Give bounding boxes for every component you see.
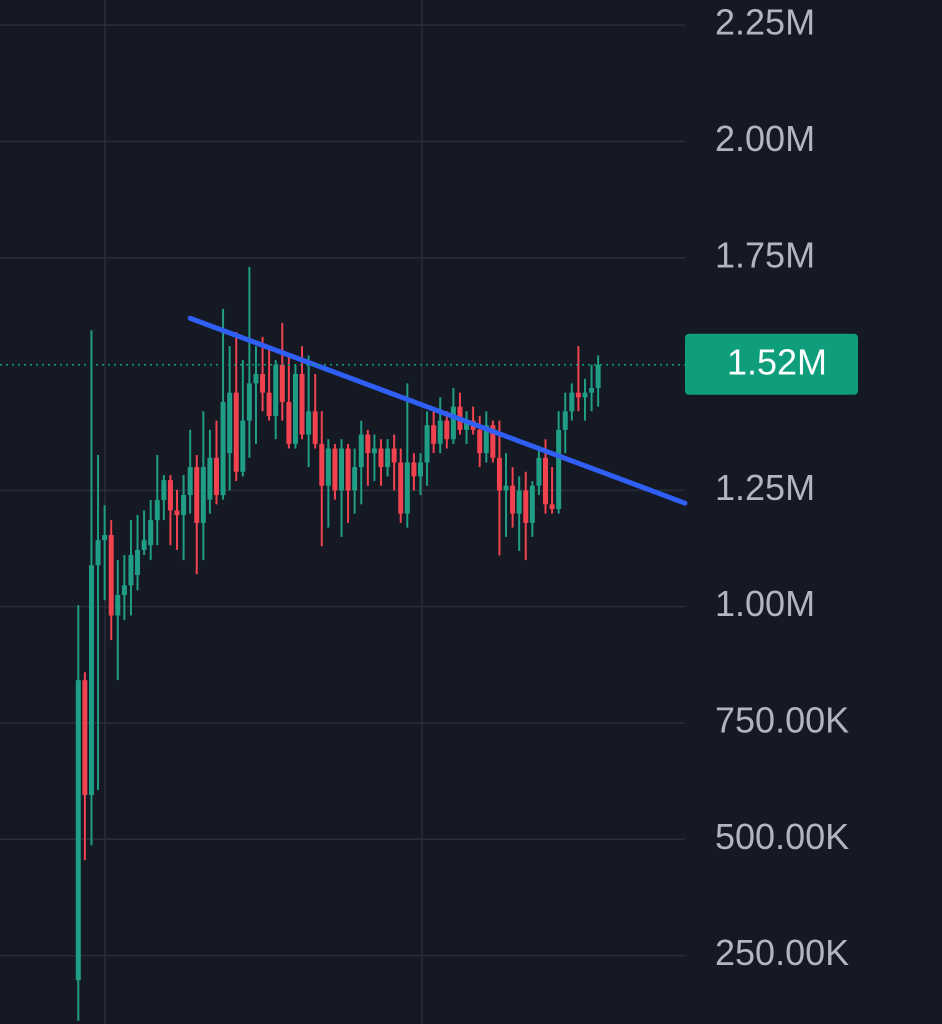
candle-body [477, 429, 483, 454]
candle-body [253, 374, 259, 384]
candle-body [556, 429, 562, 509]
candle-body [503, 485, 509, 491]
candle-body [135, 549, 141, 576]
candle-body [542, 457, 548, 505]
candle-body [292, 374, 298, 444]
candle-body [121, 585, 127, 596]
candle-body [516, 490, 522, 514]
candle-body [220, 401, 226, 496]
candle-body [246, 383, 252, 421]
last-price-box [685, 333, 858, 395]
y-tick-label: 250.00K [715, 932, 849, 973]
candle-body [279, 364, 285, 402]
candle-body [95, 540, 101, 566]
candle-body [88, 565, 94, 796]
candle-body [444, 420, 450, 440]
candle-body [536, 457, 542, 486]
y-tick-label: 1.25M [715, 467, 815, 508]
candle-body [200, 467, 206, 523]
candle-body [325, 448, 331, 486]
candle-body [187, 467, 193, 496]
candle-body [385, 448, 391, 468]
candle-body [260, 374, 266, 393]
candle-body [391, 448, 397, 463]
candle-body [404, 462, 410, 514]
candle-body [437, 420, 443, 444]
y-tick-label: 750.00K [715, 700, 849, 741]
candle-body [431, 425, 437, 444]
candle-body [128, 555, 134, 586]
candle-body [213, 457, 219, 496]
candle-body [161, 480, 167, 501]
candle-body [174, 510, 180, 516]
y-tick-label: 1.00M [715, 583, 815, 624]
candle-body [108, 535, 114, 616]
candle-body [490, 425, 496, 458]
candle-body [411, 462, 417, 477]
candle-body [319, 443, 325, 486]
y-tick-label: 500.00K [715, 816, 849, 857]
candle-body [266, 392, 272, 416]
candle-body [569, 392, 575, 412]
y-tick-label: 2.25M [715, 2, 815, 43]
candle-body [589, 388, 595, 393]
y-tick-label: 1.75M [715, 234, 815, 275]
last-price-label: 1.52M [727, 341, 827, 382]
candle-body [523, 490, 529, 523]
y-tick-label: 2.00M [715, 118, 815, 159]
candle-body [115, 595, 121, 616]
candle-body [141, 540, 147, 550]
candle-body [371, 448, 377, 454]
candle-body [365, 434, 371, 454]
candle-body [378, 448, 384, 468]
candle-body [595, 364, 601, 389]
candle-body [82, 680, 88, 796]
candle-body [181, 495, 187, 516]
candle-body [102, 535, 108, 541]
candle-body [194, 467, 200, 523]
candle-body [154, 500, 160, 521]
candle-body [286, 401, 292, 444]
candle-body [450, 406, 456, 440]
candle-body [529, 485, 535, 523]
candle-body [562, 411, 568, 430]
candle-body [398, 462, 404, 514]
candle-body [207, 457, 213, 500]
candle-body [549, 504, 555, 509]
candle-body [424, 425, 430, 463]
candle-body [582, 392, 588, 398]
candle-body [575, 392, 581, 398]
candle-body [240, 420, 246, 472]
candle-body [464, 420, 470, 430]
candle-body [332, 448, 338, 491]
candle-body [299, 374, 305, 435]
candle-body [148, 520, 154, 546]
candle-body [352, 467, 358, 491]
candle-body [496, 457, 502, 491]
candle-body [339, 448, 345, 491]
candle-body [483, 425, 489, 454]
candle-body [273, 364, 279, 416]
candle-body [312, 411, 318, 444]
candle-body [233, 392, 239, 472]
candle-body [75, 680, 81, 981]
candle-body [167, 480, 173, 511]
candle-body [358, 434, 364, 468]
candle-body [417, 462, 423, 477]
candle-body [306, 411, 312, 435]
candle-body [227, 392, 233, 454]
candle-body [510, 485, 516, 514]
candle-body [345, 448, 351, 491]
trendline [187, 315, 688, 506]
